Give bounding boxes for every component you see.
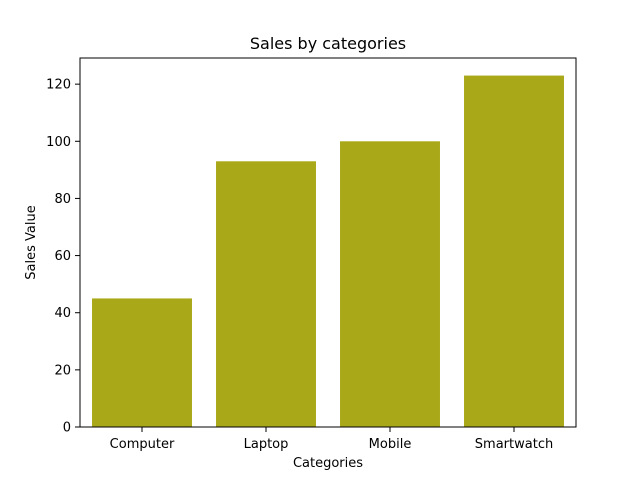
bar-smartwatch — [464, 75, 564, 427]
bar-laptop — [216, 161, 316, 428]
x-axis-label: Categories — [293, 456, 363, 471]
x-axis-ticks: Computer Laptop Mobile Smartwatch — [110, 427, 553, 452]
x-tick-label: Smartwatch — [475, 437, 553, 452]
y-axis-label: Sales Value — [24, 205, 39, 279]
bar-computer — [92, 298, 192, 427]
y-tick-label: 100 — [46, 135, 71, 150]
y-tick-label: 0 — [63, 421, 71, 436]
y-tick-label: 120 — [46, 78, 71, 93]
bar-mobile — [340, 141, 440, 428]
x-tick-label: Computer — [110, 437, 175, 452]
chart-title: Sales by categories — [250, 34, 406, 53]
y-tick-label: 40 — [54, 306, 71, 321]
bars-group — [92, 75, 564, 428]
x-tick-label: Laptop — [244, 437, 289, 452]
plot-area-frame — [79, 57, 577, 428]
y-tick-label: 80 — [54, 192, 71, 207]
x-tick-label: Mobile — [369, 437, 412, 452]
y-tick-label: 20 — [54, 363, 71, 378]
y-tick-label: 60 — [54, 249, 71, 264]
y-axis-ticks: 0 20 40 60 80 100 120 — [46, 78, 80, 436]
